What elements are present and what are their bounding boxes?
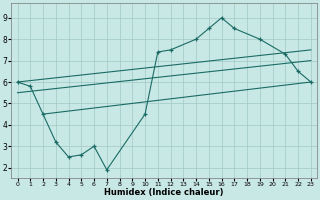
X-axis label: Humidex (Indice chaleur): Humidex (Indice chaleur): [104, 188, 224, 197]
